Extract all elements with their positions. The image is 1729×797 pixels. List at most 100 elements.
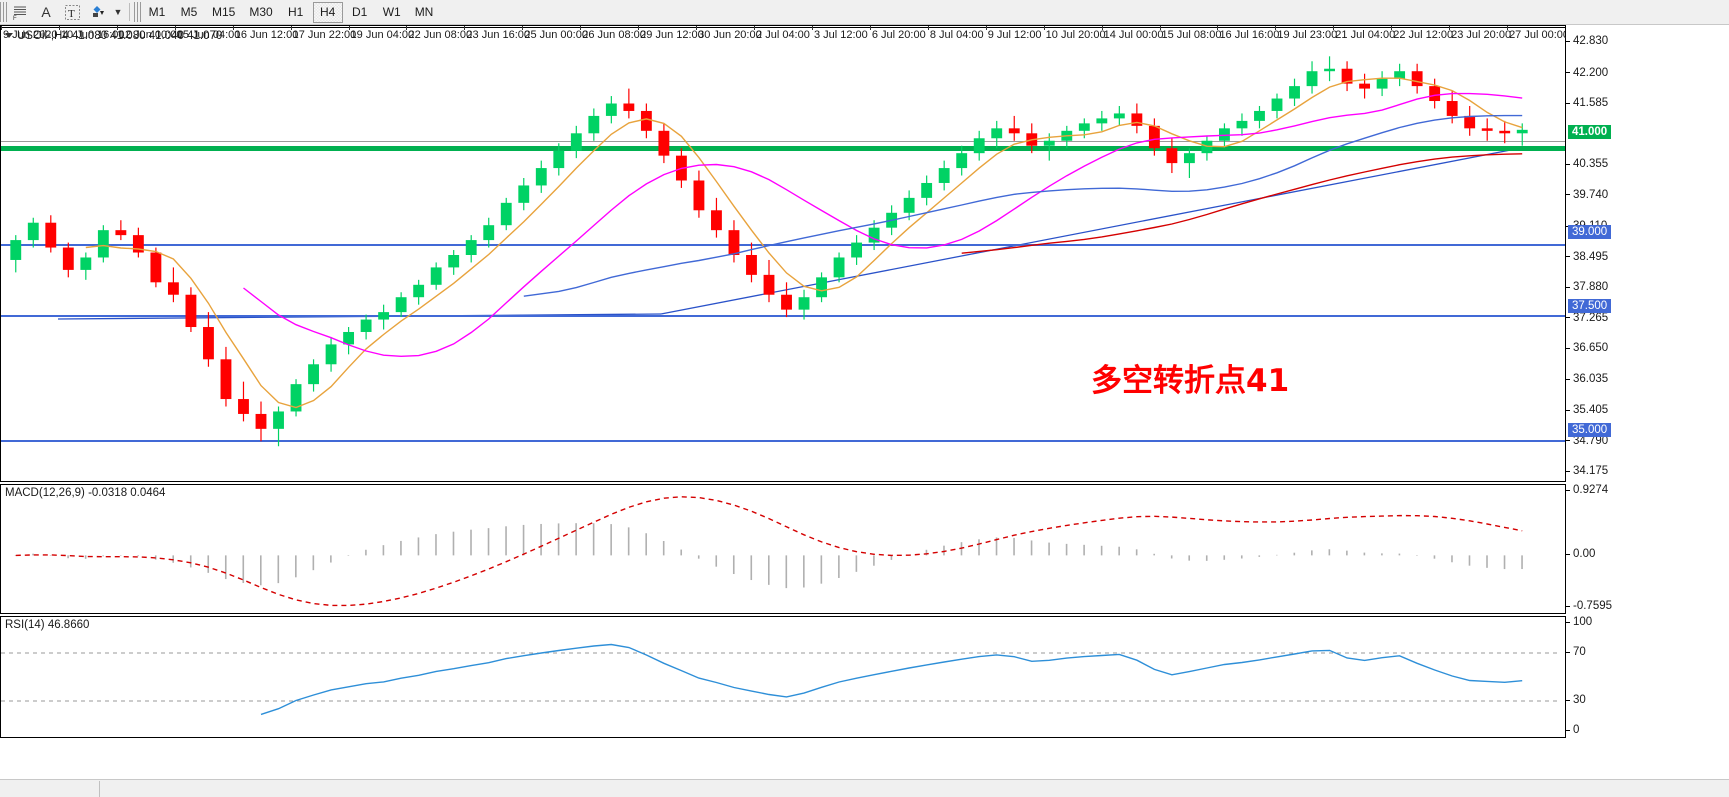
timeframe-w1[interactable]: W1: [382, 5, 401, 19]
timeframe-m5[interactable]: M5: [180, 5, 198, 19]
time-label: 3 Jul 12:00: [813, 29, 868, 41]
price-tick-42.830: 42.830: [1566, 35, 1608, 48]
time-tick: [1043, 26, 1045, 30]
time-tick: [754, 26, 756, 30]
price-level-badge-41.000[interactable]: 41.000: [1568, 125, 1612, 140]
macd-pane[interactable]: MACD(12,26,9) -0.0318 0.0464: [0, 484, 1566, 614]
time-tick: [869, 26, 871, 30]
time-tick: [1101, 26, 1103, 30]
rsi-tick-30: 30: [1566, 694, 1586, 707]
time-tick: [1, 26, 2, 30]
time-tick: [58, 26, 60, 30]
price-tick-37.265: 37.265: [1566, 312, 1608, 325]
price-level-badge-35.000[interactable]: 35.000: [1568, 423, 1612, 438]
timeframe-h1[interactable]: H1: [288, 5, 304, 19]
price-scale[interactable]: 42.83042.20041.58540.35539.74039.11038.4…: [1566, 27, 1729, 482]
time-label: 23 Jun 16:00: [466, 29, 531, 41]
time-tick: [522, 26, 524, 30]
timeframe-grip[interactable]: [134, 2, 141, 22]
timeframe-m30[interactable]: M30: [249, 5, 273, 19]
time-label: 30 Jun 20:00: [698, 29, 762, 41]
time-axis-labels: 9 Jun 2020 10 Jun 16:00 12 Jun 00:00 15 Jun…: [1, 26, 1569, 46]
time-label: 26 Jun 08:00: [582, 29, 646, 41]
price-level-badge-39.000[interactable]: 39.000: [1568, 224, 1612, 239]
text-tool-icon[interactable]: A: [41, 4, 51, 20]
toolbar-grip[interactable]: [0, 2, 7, 22]
time-label: 15 Jul 08:00: [1161, 29, 1222, 41]
time-tick: [290, 26, 292, 30]
text-label-icon[interactable]: T: [59, 1, 85, 24]
price-plot: USOil-,H4 41.080 41.080 41.040 41.070 多空…: [1, 28, 1565, 481]
time-tick: [696, 26, 698, 30]
price-tick-35.405: 35.405: [1566, 404, 1608, 417]
time-label: 19 Jun 04:00: [350, 29, 415, 41]
time-axis[interactable]: 9 Jun 2020 10 Jun 16:00 12 Jun 00:00 15 Jun…: [0, 25, 1569, 47]
timeframe-d1[interactable]: D1: [352, 5, 368, 19]
time-label: 19 Jul 23:00: [1277, 29, 1338, 41]
time-tick: [811, 26, 813, 30]
time-label: 16 Jun 12:00: [234, 29, 299, 41]
price-tick-42.200: 42.200: [1566, 67, 1608, 80]
time-tick: [406, 26, 408, 30]
price-tick-34.175: 34.175: [1566, 465, 1608, 478]
macd-scale[interactable]: 0.9274 0.00 -0.7595: [1566, 484, 1729, 614]
time-label: 2 Jul 04:00: [756, 29, 810, 41]
time-tick: [638, 26, 640, 30]
macd-tick-0.9274: 0.9274: [1566, 484, 1608, 497]
time-tick: [580, 26, 582, 30]
toolbar-divider: [129, 3, 130, 21]
time-label: 21 Jul 04:00: [1335, 29, 1396, 41]
time-label: 29 Jun 12:00: [640, 29, 704, 41]
timeframe-h4[interactable]: H4: [312, 1, 343, 23]
support-line-375[interactable]: [1, 315, 1565, 317]
support-line-39[interactable]: [1, 244, 1565, 246]
time-tick: [985, 26, 987, 30]
shapes-icon[interactable]: [85, 1, 111, 24]
main-toolbar: F A T ▼ M1 M5 M15 M30 H1 H4 D1 W1 MN: [0, 0, 1729, 25]
support-line-35[interactable]: [1, 440, 1565, 442]
price-tick-36.035: 36.035: [1566, 373, 1608, 386]
status-bar-grip: [0, 781, 100, 797]
time-label: 15 Jun 04:00: [176, 29, 241, 41]
macd-series: [14, 496, 1523, 607]
chart-annotation-text: 多空转折点41: [1091, 363, 1290, 399]
timeframe-m15[interactable]: M15: [212, 5, 236, 19]
time-label: 10 Jun 16:00: [60, 29, 125, 41]
collapse-arrow-icon[interactable]: [5, 33, 13, 39]
time-tick: [174, 26, 176, 30]
price-pane[interactable]: USOil-,H4 41.080 41.080 41.040 41.070 多空…: [0, 27, 1566, 482]
macd-tick-0.00: 0.00: [1566, 548, 1595, 561]
rsi-label: RSI(14) 46.8660: [5, 619, 90, 631]
price-tick-40.355: 40.355: [1566, 158, 1608, 171]
time-label: 22 Jun 08:00: [408, 29, 473, 41]
rsi-tick-100: 100: [1566, 616, 1592, 629]
rsi-pane[interactable]: RSI(14) 46.8660: [0, 616, 1566, 738]
price-tick-41.585: 41.585: [1566, 97, 1608, 110]
time-label: 25 Jun 00:00: [524, 29, 588, 41]
macd-label: MACD(12,26,9) -0.0318 0.0464: [5, 487, 166, 499]
time-tick: [232, 26, 234, 30]
time-label: 9 Jul 12:00: [987, 29, 1042, 41]
time-tick: [348, 26, 350, 30]
time-tick: [1159, 26, 1161, 30]
current-price-line: [1, 141, 1565, 142]
price-level-badge-37.500[interactable]: 37.500: [1568, 299, 1612, 314]
chevron-down-icon[interactable]: ▼: [113, 7, 123, 17]
resistance-line-41[interactable]: [1, 146, 1565, 151]
time-label: 8 Jul 04:00: [929, 29, 984, 41]
time-label: 27 Jul 00:00: [1509, 29, 1569, 41]
rsi-scale[interactable]: 100 70 30 0: [1566, 616, 1729, 738]
rsi-tick-70: 70: [1566, 646, 1586, 659]
crosshair-icon[interactable]: F: [7, 1, 33, 24]
rsi-series: [1, 643, 1561, 716]
timeframe-m1[interactable]: M1: [148, 5, 166, 19]
price-tick-39.740: 39.740: [1566, 189, 1608, 202]
timeframe-mn[interactable]: MN: [414, 5, 434, 19]
time-label: 17 Jun 22:00: [292, 29, 357, 41]
time-tick: [1507, 26, 1509, 30]
price-tick-38.495: 38.495: [1566, 251, 1608, 264]
chart-area: USOil-,H4 41.080 41.080 41.040 41.070 多空…: [0, 25, 1729, 797]
time-label: 23 Jul 20:00: [1451, 29, 1512, 41]
time-label: 6 Jul 20:00: [871, 29, 926, 41]
